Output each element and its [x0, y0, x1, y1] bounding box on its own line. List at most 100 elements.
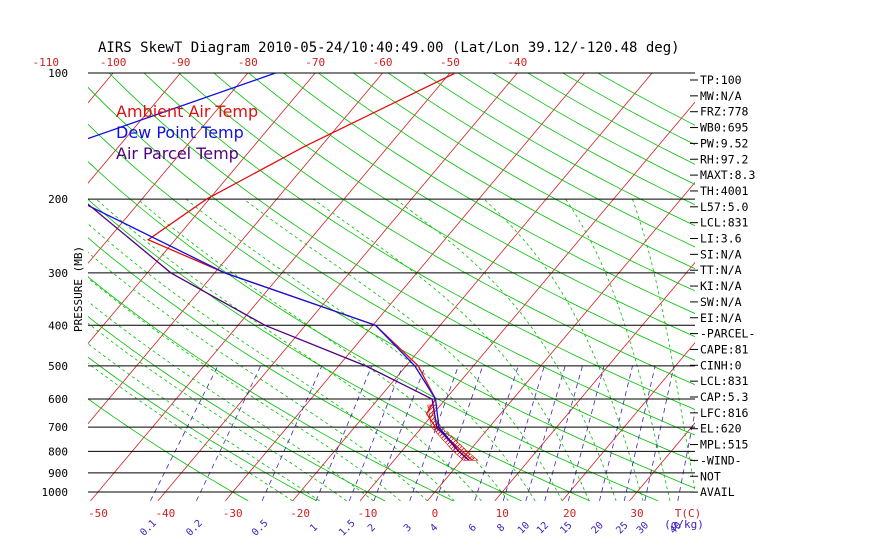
index-value: TP:100	[700, 73, 742, 87]
moist-adiabat	[185, 198, 536, 502]
dry-adiabat	[457, 73, 695, 206]
mixing-ratio-label: 0.1	[138, 518, 159, 539]
legend-parcel: Air Parcel Temp	[116, 144, 239, 163]
mixing-ratio-label: 0.5	[250, 518, 271, 539]
bottom-temp-tick: -50	[88, 507, 108, 520]
top-temp-tick: -80	[238, 56, 258, 69]
mixing-ratio-label: 30	[635, 520, 651, 536]
mixing-ratio-label: 8	[495, 522, 507, 534]
mixing-ratio-line	[196, 365, 262, 502]
dry-adiabat	[178, 73, 695, 386]
bottom-temp-tick: -20	[290, 507, 310, 520]
dry-adiabat	[143, 73, 695, 410]
index-value: PW:9.52	[700, 136, 748, 150]
mixing-ratio-line	[435, 365, 484, 502]
mixing-ratio-line	[261, 365, 323, 502]
index-value: L57:5.0	[700, 200, 749, 214]
isotherm-line	[764, 54, 870, 501]
dry-adiabat	[88, 161, 659, 502]
cape-area	[427, 404, 479, 461]
moist-adiabat	[88, 223, 455, 502]
mixing-ratio-line	[502, 365, 545, 501]
dry-adiabat	[422, 73, 695, 227]
isotherm-line	[494, 261, 695, 502]
pressure-tick-label: 300	[48, 267, 68, 280]
moist-adiabat	[483, 198, 644, 501]
moist-adiabat	[88, 322, 347, 502]
isotherm-line	[88, 73, 316, 345]
mixing-ratio-line	[150, 365, 219, 502]
index-value: EI:N/A	[700, 311, 742, 325]
index-value: NOT	[700, 469, 721, 483]
index-value: SW:N/A	[700, 295, 742, 309]
bottom-temp-tick: -40	[155, 507, 175, 520]
dry-adiabat	[248, 73, 695, 338]
mixing-ratio-unit: (g/kg)	[664, 518, 704, 531]
mixing-ratio-line	[474, 365, 519, 502]
pressure-tick-label: 200	[48, 193, 68, 206]
moist-adiabat	[88, 301, 374, 502]
bottom-temp-tick: 30	[630, 507, 643, 520]
isobar-lines	[88, 72, 695, 493]
isotherm-line	[157, 73, 518, 502]
bottom-unit-label: T(C)	[675, 507, 702, 520]
pressure-tick-label: 600	[48, 393, 68, 406]
index-value: SI:N/A	[700, 247, 742, 261]
top-temp-tick: -90	[171, 56, 191, 69]
parcel-temp-line	[88, 203, 470, 461]
index-value: TT:N/A	[700, 263, 742, 277]
top-temp-tick: -100	[100, 56, 127, 69]
index-value: KI:N/A	[700, 279, 742, 293]
mixing-ratio-label: 2	[366, 522, 378, 534]
isotherm-line	[88, 73, 181, 184]
mixing-ratio-label: 10	[516, 520, 532, 536]
isotherm-line	[832, 54, 870, 501]
mixing-ratio-label: 12	[535, 520, 551, 536]
dewpoint-line	[88, 73, 470, 461]
bottom-temp-tick: 0	[432, 507, 439, 520]
index-value: MAXT:8.3	[700, 168, 755, 182]
dry-adiabat	[88, 276, 454, 502]
mixing-ratio-label: 25	[614, 520, 630, 536]
index-value: LCL:831	[700, 216, 749, 230]
isotherm-line	[561, 342, 695, 502]
index-value: TH:4001	[700, 184, 749, 198]
dry-adiabat	[88, 316, 386, 502]
index-value: LFC:816	[700, 406, 749, 420]
mixing-ratio-line	[348, 365, 403, 502]
mixing-ratio-label: 4	[428, 522, 440, 534]
mixing-ratio-line	[644, 365, 675, 501]
moist-adiabat	[313, 198, 590, 502]
index-value: CAP:5.3	[700, 390, 749, 404]
dry-adiabat	[88, 398, 249, 502]
dry-adiabat	[282, 73, 695, 314]
dry-adiabat	[527, 73, 695, 165]
isotherm-line	[359, 101, 695, 502]
legend-ambient: Ambient Air Temp	[116, 102, 258, 121]
y-axis-label: PRESSURE (MB)	[72, 246, 85, 332]
isotherm-line	[292, 73, 653, 502]
bottom-temp-tick: 20	[563, 507, 576, 520]
isotherm-line	[427, 181, 695, 502]
index-value: WB0:695	[700, 121, 748, 135]
moist-adiabat	[395, 198, 617, 502]
dry-adiabat	[387, 73, 695, 248]
mixing-ratio-line	[677, 409, 695, 501]
pressure-tick-label: 400	[48, 319, 68, 332]
top-temp-tick: -40	[507, 56, 527, 69]
mixing-ratio-label: 20	[590, 520, 606, 536]
isotherm-line	[90, 73, 451, 502]
mixing-ratio-line	[599, 365, 633, 501]
pressure-tick-label: 100	[48, 67, 68, 80]
mixing-ratio-line	[373, 365, 426, 502]
legend: Ambient Air Temp Dew Point Temp Air Parc…	[116, 102, 258, 163]
profile-lines	[88, 73, 473, 461]
index-value: LCL:831	[700, 374, 749, 388]
index-value: CINH:0	[700, 358, 742, 372]
isotherm-line	[88, 73, 384, 425]
index-value: LI:3.6	[700, 232, 742, 246]
mixing-ratio-line	[567, 365, 605, 501]
moist-adiabat	[88, 251, 428, 502]
mixing-ratio-line	[525, 365, 566, 501]
